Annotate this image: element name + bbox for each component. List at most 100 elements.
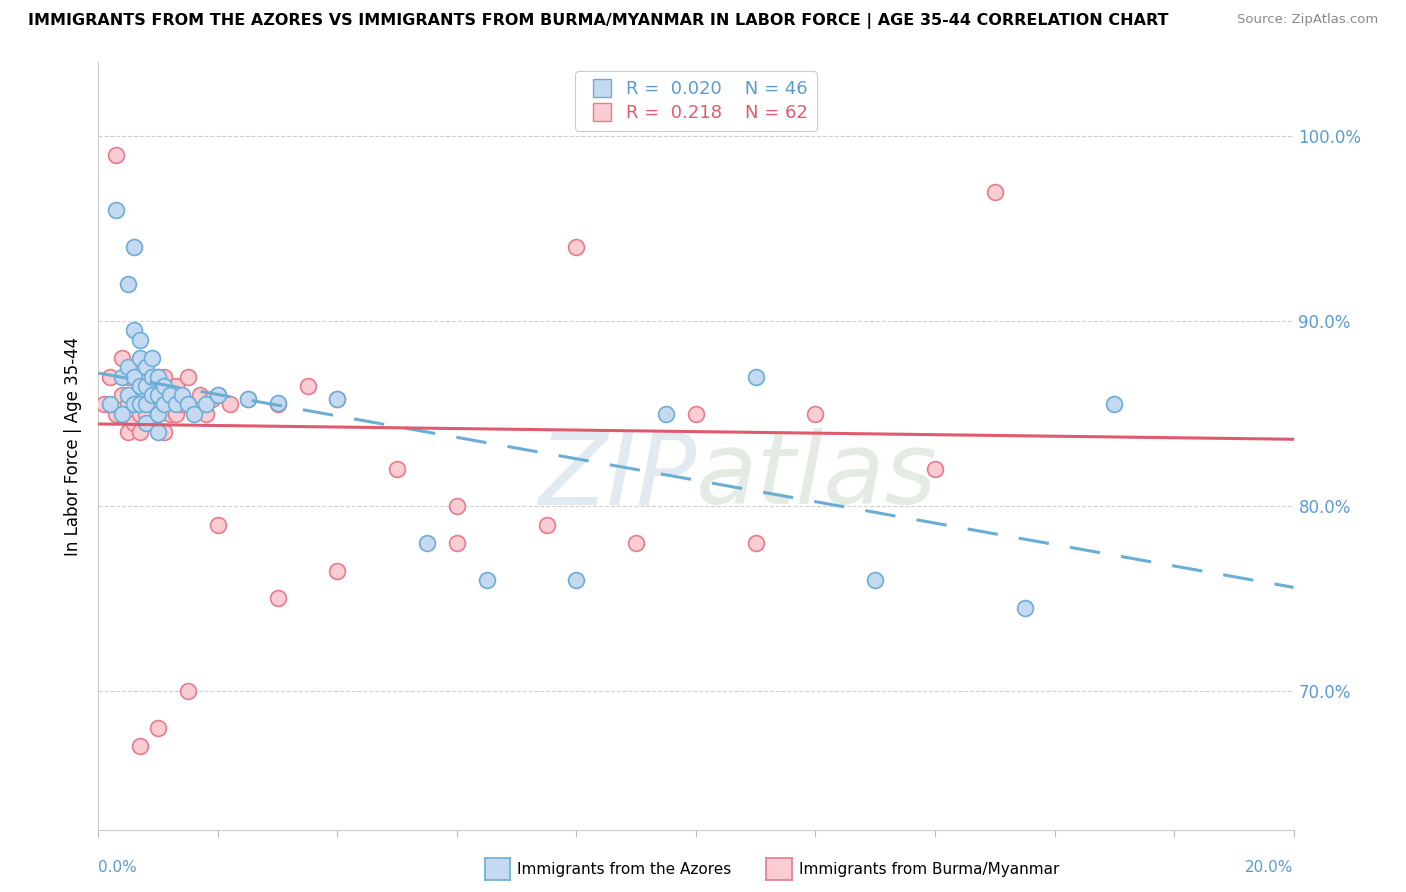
Point bbox=[195, 397, 218, 411]
Point bbox=[219, 397, 242, 411]
Point bbox=[129, 407, 152, 421]
Text: Source: ZipAtlas.com: Source: ZipAtlas.com bbox=[1237, 13, 1378, 27]
Point bbox=[93, 397, 115, 411]
Point bbox=[446, 536, 468, 550]
Point bbox=[207, 517, 229, 532]
Point bbox=[124, 369, 146, 384]
Point bbox=[236, 392, 259, 406]
Point bbox=[326, 392, 349, 406]
Point bbox=[984, 185, 1007, 199]
Point bbox=[135, 388, 157, 402]
Point bbox=[153, 379, 176, 393]
Text: Immigrants from the Azores: Immigrants from the Azores bbox=[517, 863, 731, 877]
Point bbox=[159, 388, 181, 402]
Point bbox=[183, 407, 205, 421]
Point bbox=[153, 397, 176, 411]
Point bbox=[475, 573, 498, 587]
Point bbox=[111, 407, 134, 421]
Text: 0.0%: 0.0% bbox=[98, 860, 138, 875]
Point bbox=[446, 499, 468, 513]
Point bbox=[129, 360, 152, 375]
Point bbox=[141, 397, 163, 411]
Point bbox=[195, 407, 218, 421]
Point bbox=[188, 388, 211, 402]
Point bbox=[626, 536, 648, 550]
Point bbox=[141, 388, 163, 402]
Point bbox=[159, 388, 181, 402]
Legend: R =  0.020    N = 46, R =  0.218    N = 62: R = 0.020 N = 46, R = 0.218 N = 62 bbox=[575, 71, 817, 131]
Point bbox=[117, 360, 139, 375]
Point bbox=[416, 536, 439, 550]
Point bbox=[165, 407, 187, 421]
Point bbox=[141, 351, 163, 366]
Point bbox=[655, 407, 678, 421]
Point bbox=[565, 573, 588, 587]
Point bbox=[135, 369, 157, 384]
Point bbox=[153, 397, 176, 411]
Point bbox=[148, 369, 170, 384]
Point bbox=[201, 392, 224, 406]
Point bbox=[117, 425, 139, 439]
Point bbox=[177, 684, 200, 698]
Point bbox=[124, 416, 146, 430]
Point bbox=[117, 397, 139, 411]
Point bbox=[148, 407, 170, 421]
Point bbox=[98, 369, 122, 384]
Point bbox=[117, 388, 139, 402]
Point bbox=[565, 240, 588, 254]
Point bbox=[135, 360, 157, 375]
Point bbox=[124, 323, 146, 337]
Point bbox=[124, 240, 146, 254]
Text: 20.0%: 20.0% bbox=[1246, 860, 1294, 875]
Point bbox=[105, 407, 128, 421]
Point bbox=[685, 407, 707, 421]
Text: IMMIGRANTS FROM THE AZORES VS IMMIGRANTS FROM BURMA/MYANMAR IN LABOR FORCE | AGE: IMMIGRANTS FROM THE AZORES VS IMMIGRANTS… bbox=[28, 13, 1168, 29]
Point bbox=[148, 388, 170, 402]
Point bbox=[236, 392, 259, 406]
Point bbox=[135, 397, 157, 411]
Point bbox=[183, 397, 205, 411]
Y-axis label: In Labor Force | Age 35-44: In Labor Force | Age 35-44 bbox=[65, 336, 83, 556]
Point bbox=[129, 351, 152, 366]
Point bbox=[148, 721, 170, 735]
Point bbox=[148, 407, 170, 421]
Point bbox=[124, 397, 146, 411]
Point bbox=[141, 416, 163, 430]
Point bbox=[804, 407, 827, 421]
Point bbox=[165, 379, 187, 393]
Point bbox=[129, 379, 152, 393]
Point bbox=[267, 395, 290, 409]
Point bbox=[172, 397, 194, 411]
Point bbox=[177, 397, 200, 411]
Point bbox=[745, 536, 768, 550]
Point bbox=[141, 369, 163, 384]
Point bbox=[117, 277, 139, 292]
Point bbox=[135, 416, 157, 430]
Point bbox=[159, 407, 181, 421]
Point bbox=[129, 425, 152, 439]
Point bbox=[172, 388, 194, 402]
Point bbox=[865, 573, 887, 587]
Point bbox=[141, 379, 163, 393]
Point bbox=[98, 397, 122, 411]
Point bbox=[536, 517, 558, 532]
Point bbox=[326, 564, 349, 578]
Point bbox=[111, 388, 134, 402]
Point bbox=[148, 425, 170, 439]
Point bbox=[177, 369, 200, 384]
Point bbox=[326, 392, 349, 406]
Point bbox=[124, 360, 146, 375]
Point bbox=[207, 388, 229, 402]
Point bbox=[148, 369, 170, 384]
Text: atlas: atlas bbox=[696, 428, 938, 525]
Point bbox=[129, 333, 152, 347]
Point bbox=[135, 379, 157, 393]
Point bbox=[148, 388, 170, 402]
Point bbox=[385, 462, 409, 476]
Point bbox=[267, 591, 290, 606]
Point bbox=[165, 397, 187, 411]
Point bbox=[129, 379, 152, 393]
Point bbox=[153, 425, 176, 439]
Point bbox=[105, 203, 128, 218]
Point bbox=[111, 351, 134, 366]
